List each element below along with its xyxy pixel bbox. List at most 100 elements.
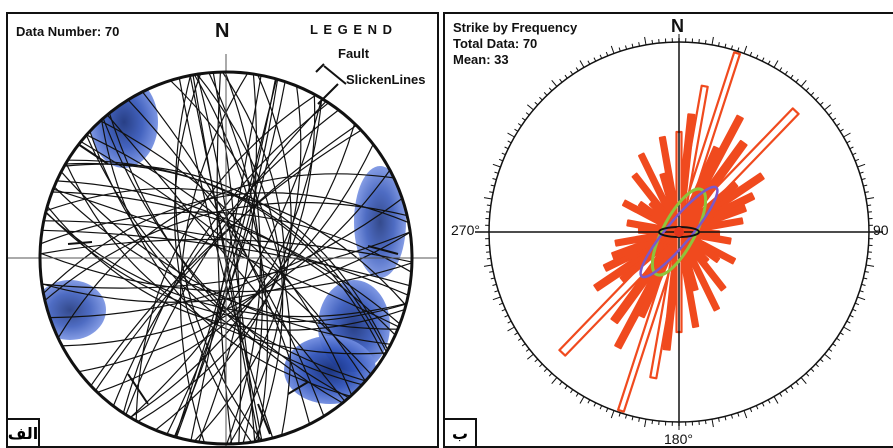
degree-tick	[800, 79, 807, 87]
degree-tick	[857, 296, 866, 301]
fault-great-circle	[135, 94, 317, 421]
total-data-label: Total Data: 70	[453, 36, 538, 51]
degree-tick	[492, 296, 501, 301]
fault-great-circle	[180, 72, 249, 443]
degree-tick	[610, 45, 615, 54]
fault-great-circle	[208, 72, 263, 444]
stereonet-figure	[8, 54, 437, 446]
south-label: 180°	[664, 431, 693, 447]
fault-great-circle	[65, 162, 387, 355]
degree-tick	[644, 419, 647, 428]
fault-great-circle	[155, 85, 302, 431]
slickenline-arrow	[127, 373, 149, 405]
legend-fault-label: Fault	[338, 46, 370, 61]
stereonet-panel: Data Number: 70 N L E G E N D Fault Slic…	[6, 12, 439, 448]
degree-tick	[824, 104, 832, 111]
degree-tick	[773, 396, 779, 404]
east-label: 90	[873, 222, 889, 238]
fault-great-circle	[56, 180, 396, 336]
fault-great-circle	[198, 73, 258, 443]
degree-tick	[526, 104, 534, 111]
degree-tick	[526, 353, 534, 360]
degree-tick	[483, 197, 492, 200]
slickenline-arrow	[287, 381, 309, 395]
degree-tick	[644, 36, 647, 45]
mean-label: Mean: 33	[453, 52, 509, 67]
degree-tick	[800, 377, 807, 385]
degree-tick	[843, 132, 851, 138]
degree-tick	[579, 396, 585, 404]
fault-great-circle	[41, 231, 411, 289]
primitive-circle	[38, 70, 414, 446]
degree-tick	[711, 419, 714, 428]
degree-tick	[507, 132, 515, 138]
slickenline-arrow	[67, 241, 93, 245]
fault-great-circle	[86, 134, 366, 382]
degree-tick	[492, 163, 501, 168]
slickenline-arrows	[67, 83, 399, 435]
fault-great-circle	[212, 72, 242, 444]
fault-great-circle	[106, 114, 346, 402]
west-label: 270°	[451, 222, 480, 238]
degree-tick	[843, 326, 851, 332]
degree-tick	[743, 45, 748, 54]
fault-great-circle	[193, 74, 292, 442]
degree-tick	[743, 410, 748, 419]
fault-great-circle	[95, 124, 357, 391]
fault-great-circle	[53, 188, 400, 328]
degree-tick	[773, 60, 779, 68]
fault-great-circle	[137, 94, 316, 423]
fault-great-circle	[108, 112, 343, 404]
fault-great-circle	[78, 144, 374, 373]
fault-great-circle	[174, 78, 278, 438]
legend-slickenlines-label: SlickenLines	[346, 72, 426, 87]
fault-great-circle	[102, 118, 350, 399]
fault-great-circle	[196, 73, 284, 442]
degree-tick	[610, 410, 615, 419]
degree-tick	[824, 353, 832, 360]
slickenline-arrow	[77, 143, 109, 165]
degree-tick	[866, 264, 875, 267]
rose-diagram-panel: Strike by Frequency Total Data: 70 Mean:…	[443, 12, 893, 448]
degree-tick	[866, 197, 875, 200]
fault-legend-icon	[315, 63, 325, 73]
degree-tick	[551, 79, 558, 87]
fault-great-circle	[45, 187, 407, 306]
fault-great-circle	[112, 109, 339, 407]
legend-symbols	[315, 63, 347, 85]
degree-tick	[483, 264, 492, 267]
slickenline-arrow	[367, 245, 399, 255]
fault-great-circle	[40, 252, 412, 293]
fault-great-circle	[42, 229, 411, 287]
data-number-label: Data Number: 70	[16, 24, 120, 39]
fault-great-circle	[175, 78, 277, 438]
degree-tick	[579, 60, 585, 68]
fault-great-circle	[166, 81, 286, 435]
slickenline-arrow	[257, 403, 271, 435]
north-label: N	[215, 20, 230, 42]
degree-tick	[507, 326, 515, 332]
legend-title: L E G E N D	[310, 22, 393, 37]
rose-north-label: N	[671, 16, 684, 36]
fault-great-circle	[129, 98, 323, 418]
slickenline-legend-icon	[323, 65, 347, 85]
fault-great-circle	[65, 162, 388, 353]
fault-great-circle	[122, 102, 329, 414]
degree-tick	[551, 377, 558, 385]
panel-a-corner-label: الف	[8, 418, 40, 446]
degree-tick	[711, 36, 714, 45]
panel-b-corner-label: ب	[445, 418, 477, 446]
fault-great-circle	[100, 120, 353, 396]
rose-diagram-figure	[475, 34, 883, 430]
mean-overlay	[639, 185, 719, 279]
fault-great-circle	[49, 197, 403, 319]
slickenline-arrow	[317, 83, 339, 105]
fault-great-circle	[127, 99, 325, 417]
fault-great-circle	[60, 171, 391, 345]
fault-great-circles	[40, 72, 412, 444]
rose-title: Strike by Frequency	[453, 20, 578, 35]
fault-great-circle	[64, 163, 389, 351]
fault-great-circle	[46, 206, 405, 331]
fault-great-circle	[169, 80, 291, 436]
degree-tick	[857, 163, 866, 168]
